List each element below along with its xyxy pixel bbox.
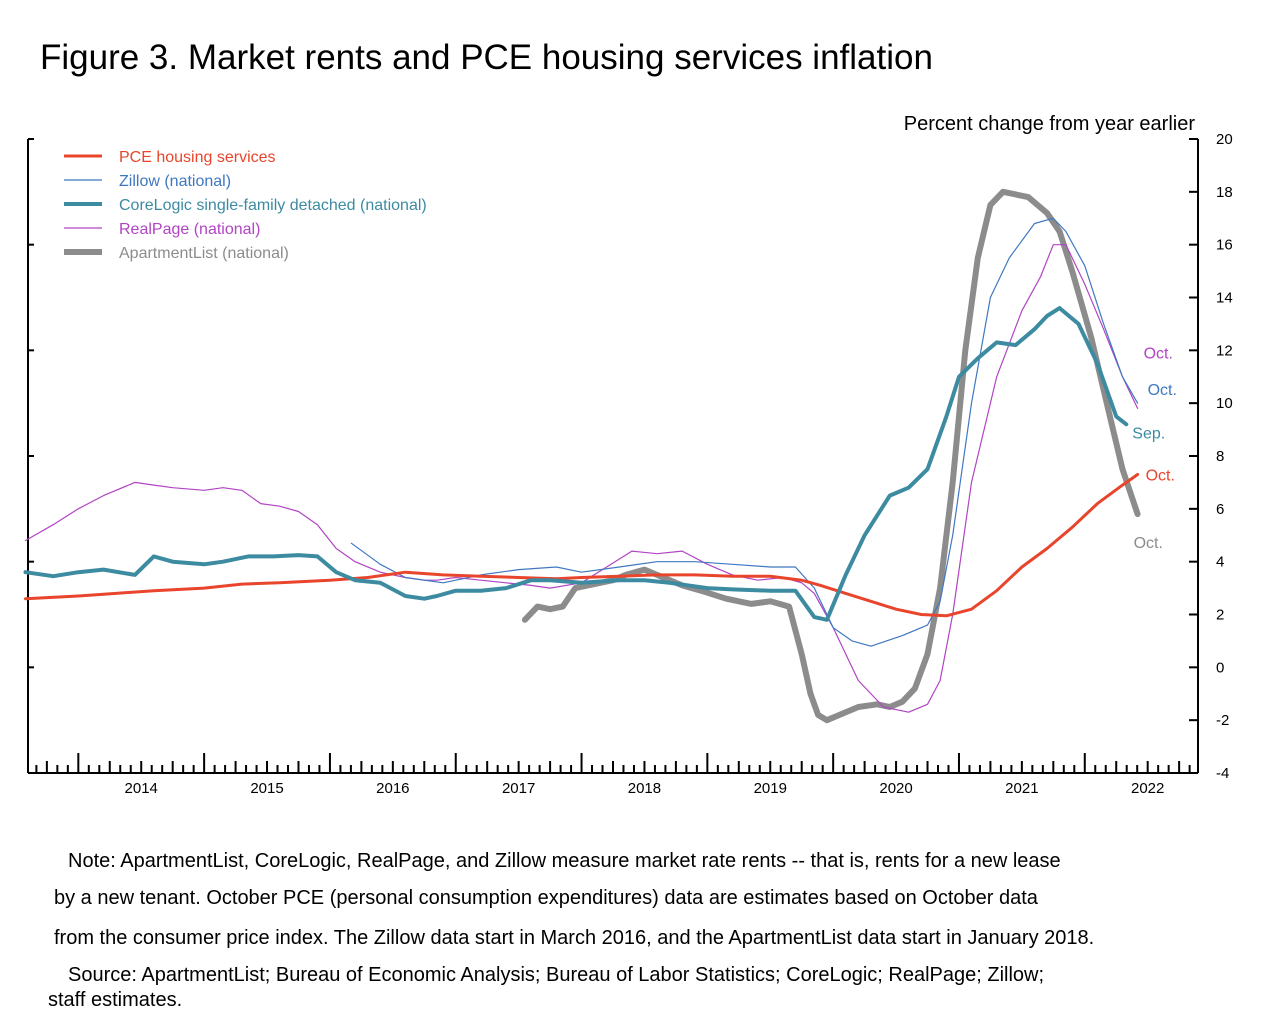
x-tick-label: 2022 xyxy=(1131,780,1164,797)
series-line-0 xyxy=(24,473,1140,618)
legend-label-4: ApartmentList (national) xyxy=(119,245,289,262)
source-line-2: staff estimates. xyxy=(48,989,183,1011)
series-line-3 xyxy=(24,244,1139,713)
y-tick-label: 12 xyxy=(1216,342,1233,359)
x-tick-label: 2016 xyxy=(376,780,409,797)
note-line-2: by a new tenant. October PCE (personal c… xyxy=(54,887,1038,909)
x-tick-label: 2021 xyxy=(1005,780,1038,797)
x-tick-label: 2017 xyxy=(502,780,535,797)
y-tick-label: 8 xyxy=(1216,448,1224,465)
x-tick-label: 2015 xyxy=(250,780,283,797)
series-end-label-4: Oct. xyxy=(1134,535,1163,552)
series-line-1 xyxy=(350,217,1139,647)
series-end-label-0: Oct. xyxy=(1146,467,1175,484)
x-tick-label: 2020 xyxy=(879,780,912,797)
y-tick-label: 18 xyxy=(1216,184,1233,201)
x-tick-label: 2019 xyxy=(754,780,787,797)
legend-label-2: CoreLogic single-family detached (nation… xyxy=(119,197,427,214)
x-tick-label: 2014 xyxy=(125,780,158,797)
y-tick-label: 20 xyxy=(1216,131,1233,148)
legend-label-1: Zillow (national) xyxy=(119,173,231,190)
line-chart: -4 -2 0 2 4 6 8 10 12 14 16 18 20 Percent change from… xyxy=(23,113,1233,797)
series-end-label-1: Oct. xyxy=(1148,382,1177,399)
y-tick-label: 10 xyxy=(1216,395,1233,412)
series-end-label-3: Oct. xyxy=(1144,345,1173,362)
legend-label-0: PCE housing services xyxy=(119,149,276,166)
series-end-label-2: Sep. xyxy=(1132,425,1165,442)
source-line-1: Source: ApartmentList; Bureau of Economi… xyxy=(68,964,1045,986)
y-tick-label: -2 xyxy=(1216,712,1229,729)
y-axis-label: Percent change from year earlier xyxy=(904,113,1196,135)
figure-title: Figure 3. Market rents and PCE housing s… xyxy=(40,38,933,77)
y-tick-label: 0 xyxy=(1216,659,1224,676)
y-tick-label: 16 xyxy=(1216,237,1233,254)
note-line-3: from the consumer price index. The Zillo… xyxy=(54,927,1095,949)
y-tick-label: 6 xyxy=(1216,501,1224,518)
y-tick-label: 2 xyxy=(1216,607,1224,624)
y-tick-label: -4 xyxy=(1216,765,1229,782)
y-tick-label: 4 xyxy=(1216,554,1224,571)
note-line-1: Note: ApartmentList, CoreLogic, RealPage… xyxy=(68,850,1061,872)
series-line-4 xyxy=(521,188,1141,724)
legend-label-3: RealPage (national) xyxy=(119,221,260,238)
series-line-2 xyxy=(23,306,1129,622)
y-tick-label: 14 xyxy=(1216,290,1233,307)
x-tick-label: 2018 xyxy=(628,780,661,797)
